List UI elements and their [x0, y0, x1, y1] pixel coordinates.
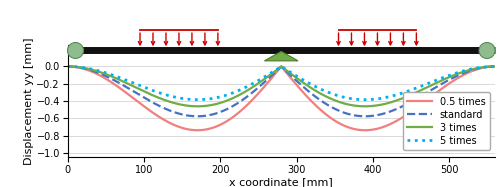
Ellipse shape: [68, 42, 84, 59]
5 times: [64, 65, 70, 68]
Polygon shape: [264, 51, 298, 61]
Legend: 0.5 times, standard, 3 times, 5 times: 0.5 times, standard, 3 times, 5 times: [402, 92, 490, 150]
0.5 times: [480, 67, 486, 69]
3 times: [261, 78, 267, 80]
5 times: [261, 76, 267, 78]
3 times: [492, 65, 498, 68]
5 times: [480, 66, 486, 68]
standard: [64, 65, 70, 68]
5 times: [402, 91, 407, 94]
Line: 3 times: 3 times: [68, 66, 495, 106]
0.5 times: [194, 129, 200, 131]
0.5 times: [492, 65, 498, 68]
0.5 times: [64, 65, 70, 68]
Line: 0.5 times: 0.5 times: [68, 66, 495, 130]
standard: [480, 66, 486, 69]
X-axis label: x coordinate [mm]: x coordinate [mm]: [230, 177, 333, 187]
0.5 times: [86, 70, 92, 72]
Line: standard: standard: [68, 66, 495, 116]
Line: 5 times: 5 times: [68, 66, 495, 100]
3 times: [402, 96, 407, 99]
5 times: [86, 68, 92, 70]
0.5 times: [402, 115, 407, 117]
5 times: [492, 65, 498, 68]
standard: [402, 104, 407, 106]
3 times: [86, 68, 92, 70]
3 times: [480, 66, 486, 68]
standard: [194, 115, 200, 117]
3 times: [194, 105, 200, 108]
3 times: [480, 66, 486, 68]
5 times: [194, 99, 200, 101]
standard: [261, 81, 267, 83]
0.5 times: [261, 86, 267, 88]
0.5 times: [480, 67, 486, 69]
Y-axis label: Displacement yy [mm]: Displacement yy [mm]: [24, 37, 34, 165]
3 times: [64, 65, 70, 68]
standard: [480, 66, 486, 69]
standard: [492, 65, 498, 68]
5 times: [480, 66, 486, 68]
3 times: [272, 70, 278, 72]
standard: [272, 71, 278, 73]
Ellipse shape: [479, 42, 495, 59]
0.5 times: [272, 72, 278, 74]
5 times: [272, 69, 278, 71]
standard: [86, 69, 92, 71]
